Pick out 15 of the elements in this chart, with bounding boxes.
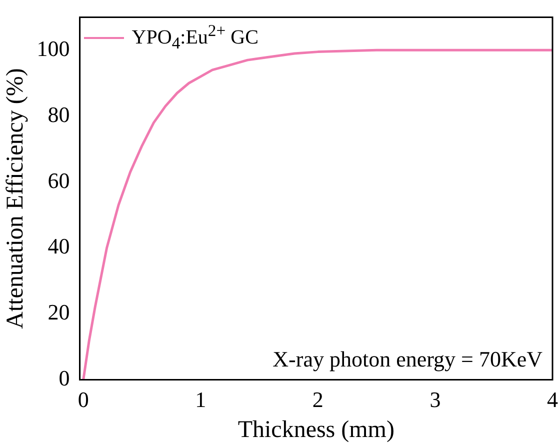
y-tick-label: 100: [36, 36, 70, 61]
legend-label: YPO$_{4}$:Eu$^{2+}$ GC: [132, 21, 258, 54]
y-tick-label: 80: [48, 102, 70, 127]
x-tick-label: 2: [312, 386, 324, 412]
y-tick-label: 60: [48, 168, 70, 193]
x-tick-label: 1: [195, 386, 206, 412]
annotation: X-ray photon energy = 70KeV: [272, 346, 543, 372]
x-tick-label: 4: [547, 386, 558, 412]
y-tick-label: 20: [48, 300, 70, 325]
y-axis-title: Attenuation Efficiency (%): [2, 68, 29, 329]
x-tick-label: 0: [78, 386, 89, 412]
y-tick-label: 0: [58, 366, 70, 391]
x-axis-title: Thickness (mm): [238, 416, 394, 443]
y-tick-label: 40: [48, 234, 70, 259]
x-tick-label: 3: [430, 386, 441, 412]
